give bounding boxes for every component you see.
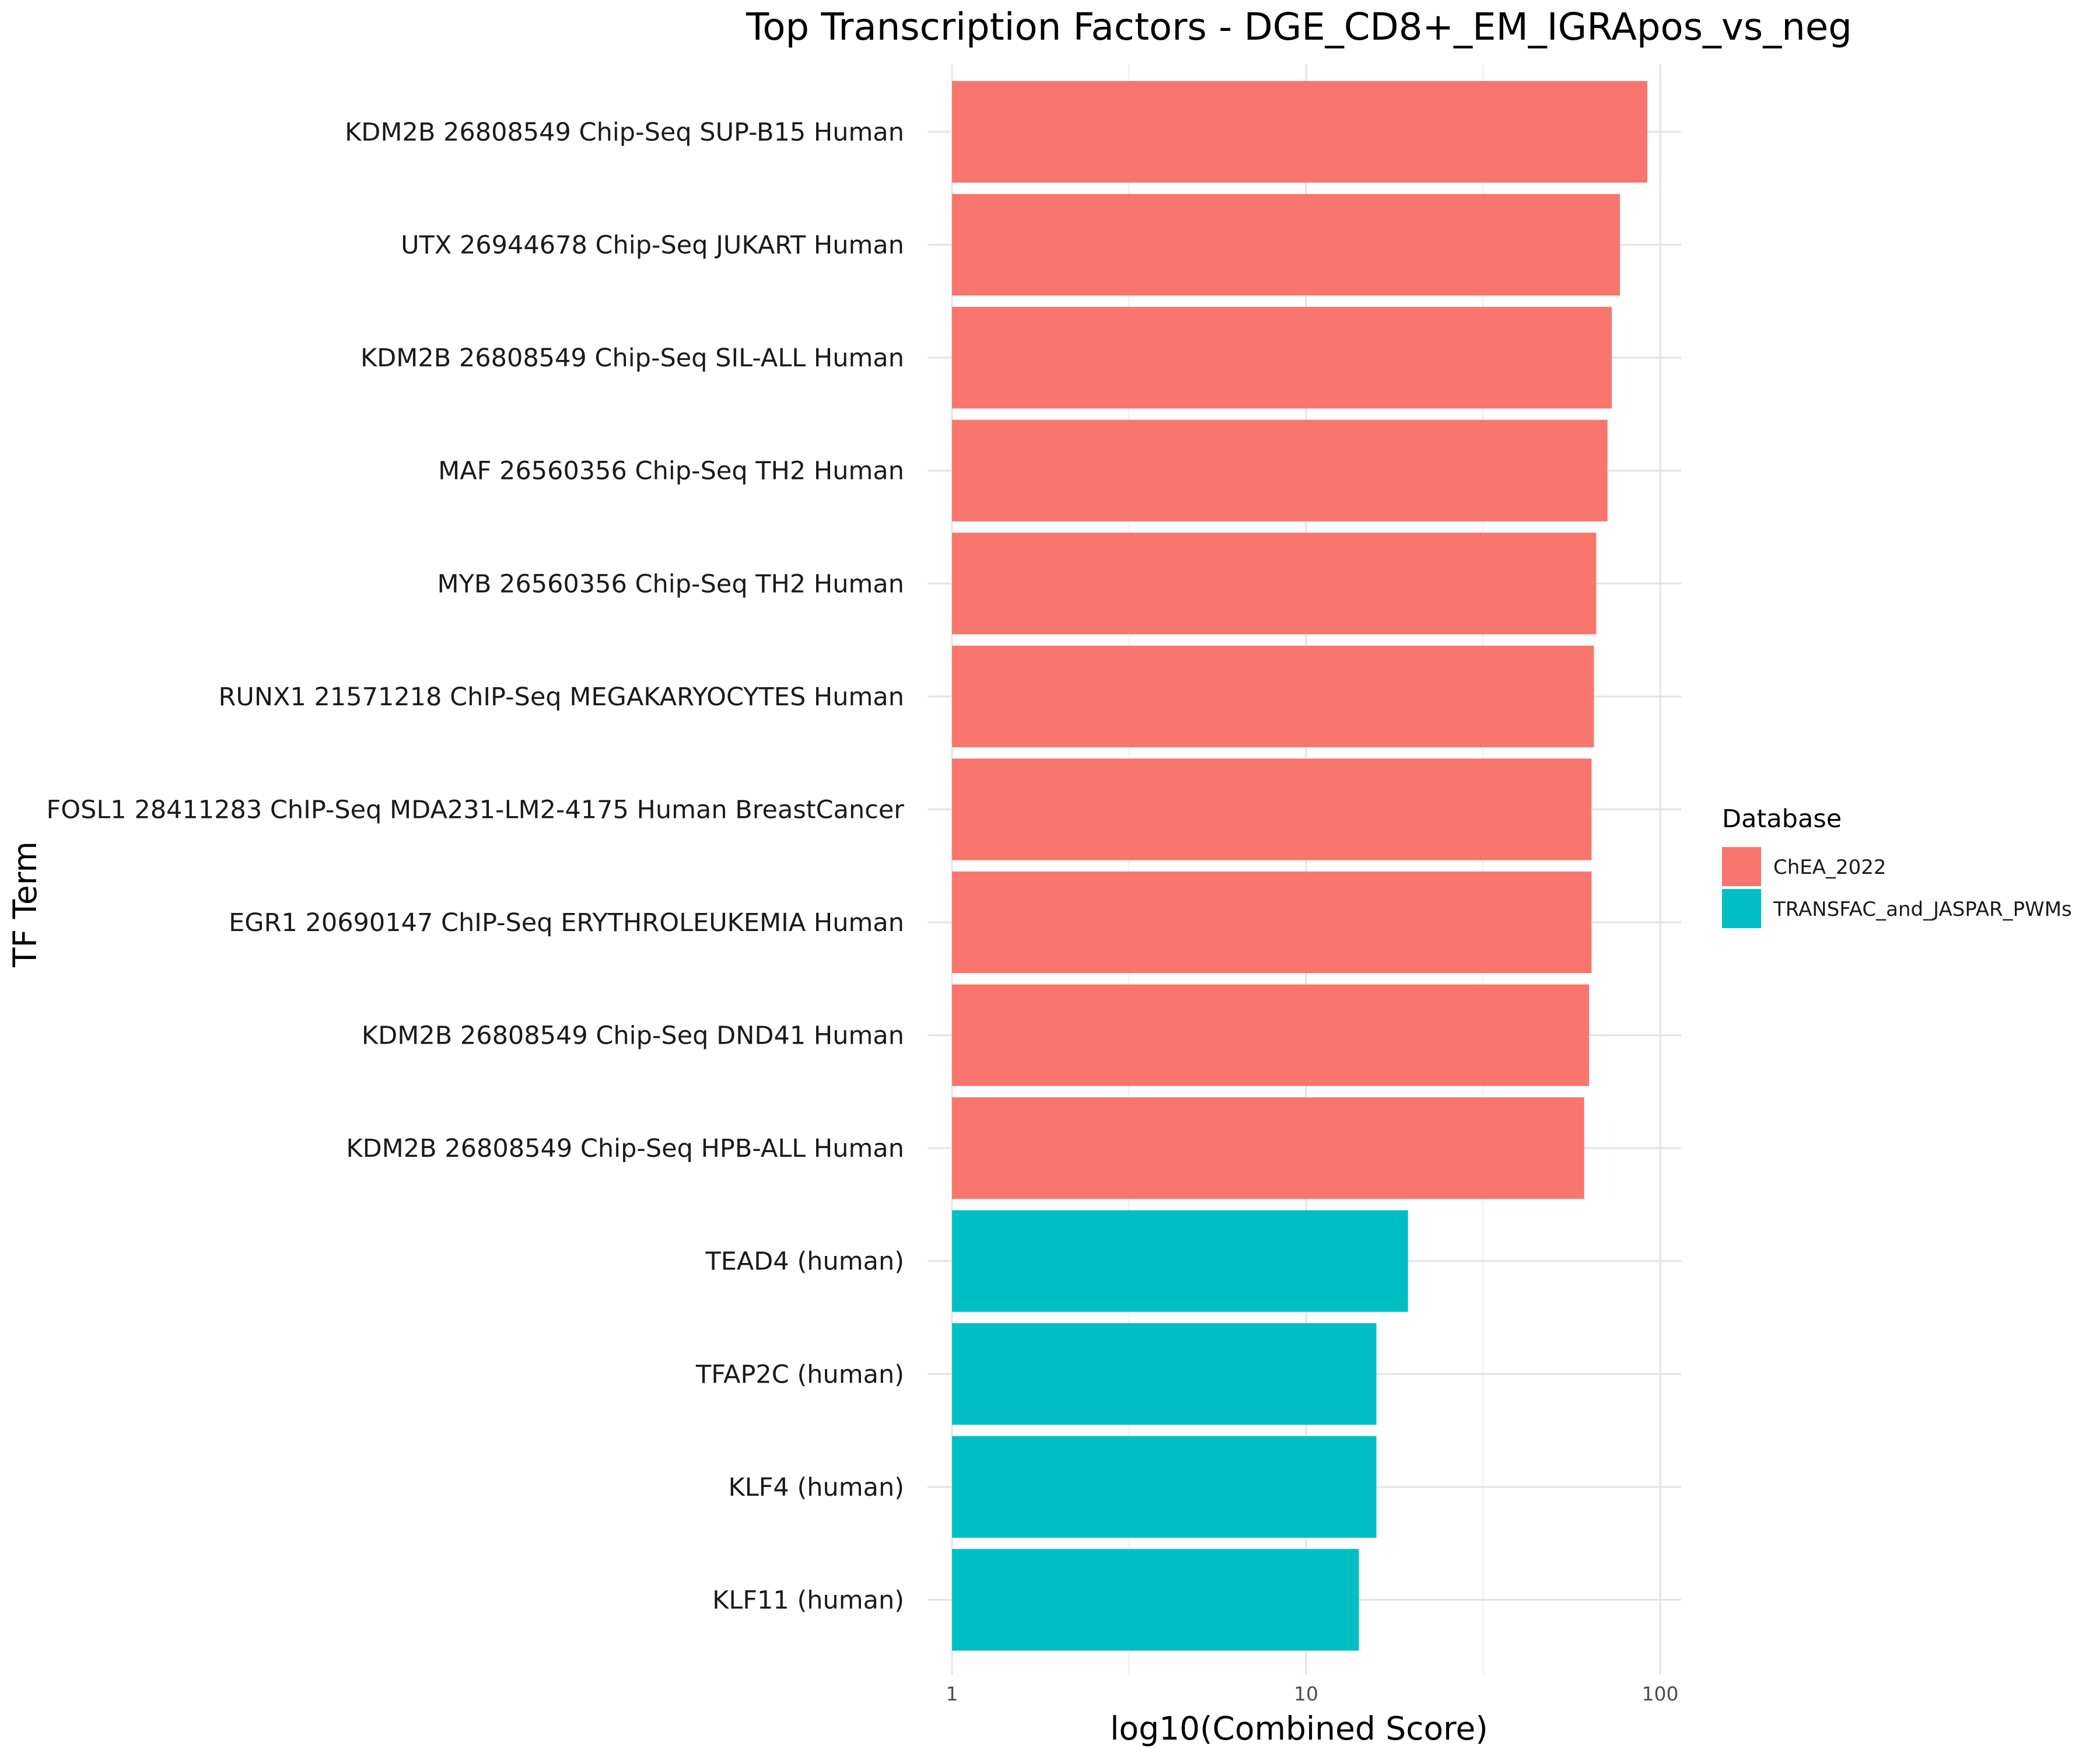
legend-label: ChEA_2022 — [1773, 856, 1887, 879]
bar — [952, 1549, 1359, 1651]
y-tick-label: KDM2B 26808549 Chip-Seq SUP-B15 Human — [345, 118, 904, 147]
chart-title: Top Transcription Factors - DGE_CD8+_EM_… — [746, 6, 1852, 49]
bar — [952, 1210, 1408, 1312]
grid-lines — [928, 64, 1681, 1674]
y-tick-label: MAF 26560356 Chip-Seq TH2 Human — [438, 457, 904, 486]
legend-swatch — [1722, 847, 1761, 886]
y-tick-label: MYB 26560356 Chip-Seq TH2 Human — [437, 569, 904, 599]
bar — [952, 1097, 1584, 1199]
legend-swatch — [1722, 889, 1761, 928]
y-tick-label: KLF11 (human) — [712, 1586, 904, 1615]
bar — [952, 307, 1612, 409]
legend-title: Database — [1722, 804, 1842, 834]
x-tick-labels: 1 10 100 — [946, 1682, 1679, 1705]
x-tick-label: 10 — [1294, 1682, 1318, 1705]
y-tick-label: KLF4 (human) — [729, 1473, 904, 1502]
bar — [952, 194, 1620, 296]
y-tick-label: KDM2B 26808549 Chip-Seq DND41 Human — [362, 1021, 904, 1051]
y-tick-label: FOSL1 28411283 ChIP-Seq MDA231-LM2-4175 … — [46, 795, 904, 824]
legend: Database ChEA_2022 TRANSFAC_and_JASPAR_PW… — [1722, 804, 2072, 928]
y-axis-label: TF Term — [6, 841, 44, 968]
x-tick-label: 100 — [1642, 1682, 1679, 1705]
y-tick-label: TFAP2C (human) — [695, 1360, 904, 1389]
bars — [952, 81, 1648, 1651]
y-tick-label: UTX 26944678 Chip-Seq JUKART Human — [401, 231, 904, 260]
bar — [952, 758, 1592, 860]
bar — [952, 533, 1597, 635]
y-tick-label: KDM2B 26808549 Chip-Seq HPB-ALL Human — [346, 1134, 904, 1163]
y-tick-label: TEAD4 (human) — [705, 1247, 904, 1276]
x-axis-label: log10(Combined Score) — [1110, 1710, 1488, 1747]
x-tick-label: 1 — [946, 1682, 958, 1705]
bar — [952, 984, 1590, 1086]
legend-label: TRANSFAC_and_JASPAR_PWMs — [1773, 898, 2072, 921]
y-tick-labels: KDM2B 26808549 Chip-Seq SUP-B15 Human UTX… — [46, 118, 904, 1615]
bar — [952, 419, 1608, 522]
bar — [952, 871, 1592, 974]
bar — [952, 81, 1648, 183]
bar — [952, 1436, 1377, 1538]
y-tick-label: EGR1 20690147 ChIP-Seq ERYTHROLEUKEMIA H… — [229, 908, 904, 937]
bar — [952, 1323, 1377, 1425]
y-tick-label: KDM2B 26808549 Chip-Seq SIL-ALL Human — [360, 344, 904, 373]
y-tick-label: RUNX1 21571218 ChIP-Seq MEGAKARYOCYTES H… — [219, 683, 904, 712]
bar — [952, 645, 1594, 747]
